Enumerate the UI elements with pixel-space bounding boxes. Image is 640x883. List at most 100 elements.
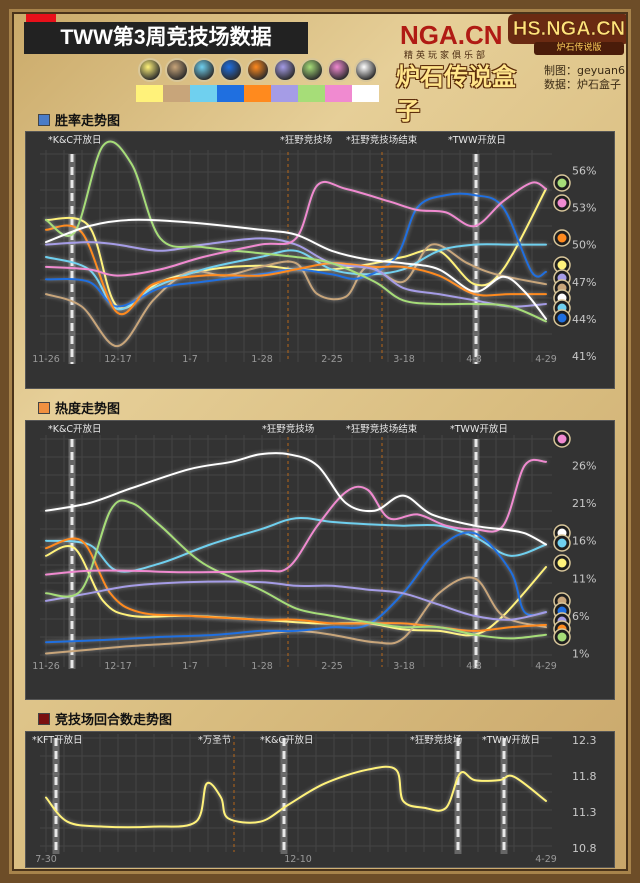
event-annotation: *K&C开放日: [260, 734, 314, 746]
y-tick-label: 11%: [572, 572, 596, 585]
series-line: [45, 516, 547, 573]
series-line: [45, 180, 547, 277]
y-tick-label: 53%: [572, 202, 596, 215]
rounds-chart: *KFT开放日 *万圣节 *K&C开放日 *狂野竞技场 *TWW开放日 7-30 12-10…: [32, 734, 597, 865]
event-annotation: *狂野竞技场: [410, 734, 462, 746]
credit-data-source: 数据：炉石盒子: [544, 78, 621, 91]
x-tick-label: 11-26: [32, 661, 60, 672]
popularity-section-label: 热度走势图: [55, 402, 121, 417]
x-tick-label: 12-10: [284, 854, 312, 865]
class-color-swatch: [244, 85, 271, 102]
nga-logo-subtitle: 精英玩家俱乐部: [404, 51, 489, 61]
class-color-swatch: [352, 85, 379, 102]
mage-class-icon: [557, 538, 567, 548]
rounds-section-title: 竞技场回合数走势图: [38, 713, 172, 729]
warlock-class-icon: [557, 434, 567, 444]
hs-nga-logo-subtitle: 炉石传说版: [534, 42, 624, 55]
class-color-swatch: [217, 85, 244, 102]
class-color-swatch: [298, 85, 325, 102]
series-line: [45, 458, 547, 576]
class-color-swatch: [136, 85, 163, 102]
warrior-class-icon: [354, 58, 378, 82]
y-tick-label: 47%: [572, 276, 596, 289]
x-tick-label: 2-25: [321, 354, 343, 365]
x-tick-label: 7-30: [35, 854, 57, 865]
series-line: [45, 499, 547, 640]
x-tick-label: 11-26: [32, 354, 60, 365]
grid: [40, 734, 552, 852]
y-tick-label: 41%: [572, 350, 596, 363]
y-tick-label: 10.8: [572, 842, 597, 855]
x-tick-label: 1-28: [251, 661, 273, 672]
hunter-class-icon: [165, 58, 189, 82]
series-line: [45, 224, 547, 316]
nga-logo: NGA.CN: [400, 20, 503, 50]
winrate-chart-panel: *K&C开放日 *狂野竞技场 *狂野竞技场结束 *TWW开放日 11-26 12-17 1-…: [25, 131, 615, 389]
event-annotation: *狂野竞技场结束: [346, 134, 418, 146]
x-tick-label: 12-17: [104, 354, 132, 365]
section-square-icon: [38, 402, 50, 414]
x-tick-label: 3-18: [393, 661, 415, 672]
page-title: TWW第3周竞技场数据: [24, 22, 308, 54]
credit-block: 制图：geyuan6 数据：炉石盒子: [544, 64, 625, 92]
warlock-class-icon: [557, 198, 567, 208]
event-annotation: *TWW开放日: [450, 423, 508, 435]
rounds-chart-panel: *KFT开放日 *万圣节 *K&C开放日 *狂野竞技场 *TWW开放日 7-30 12-10…: [25, 731, 615, 868]
series-line: [45, 580, 547, 621]
class-color-swatch: [190, 85, 217, 102]
paladin-class-icon: [219, 58, 243, 82]
event-annotation: *KFT开放日: [32, 734, 83, 746]
series-line: [45, 531, 547, 644]
class-color-swatch: [325, 85, 352, 102]
x-tick-label: 1-7: [182, 661, 198, 672]
shaman-class-icon: [557, 178, 567, 188]
y-tick-label: 50%: [572, 239, 596, 252]
y-tick-label: 16%: [572, 535, 596, 548]
event-annotation: *K&C开放日: [48, 134, 102, 146]
warlock-class-icon: [327, 58, 351, 82]
winrate-section-title: 胜率走势图: [38, 114, 120, 130]
winrate-chart: *K&C开放日 *狂野竞技场 *狂野竞技场结束 *TWW开放日 11-26 12-17 1-…: [32, 134, 596, 365]
y-tick-label: 44%: [572, 313, 596, 326]
x-tick-label: 4-29: [535, 661, 557, 672]
x-tick-label: 4-8: [466, 354, 482, 365]
class-color-swatch: [163, 85, 190, 102]
x-tick-label: 4-29: [535, 354, 557, 365]
event-annotation: *TWW开放日: [482, 734, 540, 746]
credit-maker: 制图：geyuan6: [544, 64, 625, 77]
section-square-icon: [38, 114, 50, 126]
y-tick-label: 26%: [572, 460, 596, 473]
series-line: [45, 243, 547, 348]
paladin-class-icon: [557, 313, 567, 323]
popularity-chart: *K&C开放日 *狂野竞技场 *狂野竞技场结束 *TWW开放日 11-26 12-17 1-…: [32, 423, 596, 672]
series-line: [45, 765, 547, 829]
druid-class-icon: [557, 558, 567, 568]
series-line: [45, 537, 547, 632]
priest-class-icon: [246, 58, 270, 82]
series-line: [45, 576, 547, 655]
class-legend: [136, 58, 388, 104]
x-tick-label: 2-25: [321, 661, 343, 672]
popularity-chart-panel: *K&C开放日 *狂野竞技场 *狂野竞技场结束 *TWW开放日 11-26 12-17 1-…: [25, 420, 615, 700]
series-line: [45, 218, 547, 320]
event-annotation: *TWW开放日: [448, 134, 506, 146]
series-line: [45, 237, 547, 308]
winrate-section-label: 胜率走势图: [55, 114, 121, 129]
section-square-icon: [38, 713, 50, 725]
y-tick-label: 12.3: [572, 734, 597, 747]
shaman-class-icon: [557, 632, 567, 642]
x-tick-label: 3-18: [393, 354, 415, 365]
event-annotation: *狂野竞技场: [262, 423, 314, 435]
series-line: [45, 452, 547, 546]
y-tick-label: 6%: [572, 610, 589, 623]
series-line: [45, 140, 547, 323]
hearthstone-box-logo: 炉石传说盒子: [396, 62, 516, 125]
y-tick-label: 11.8: [572, 770, 597, 783]
priest-class-icon: [557, 233, 567, 243]
y-tick-label: 1%: [572, 647, 589, 660]
y-tick-label: 21%: [572, 497, 596, 510]
rogue-class-icon: [273, 58, 297, 82]
mage-class-icon: [192, 58, 216, 82]
shaman-class-icon: [300, 58, 324, 82]
x-tick-label: 4-8: [466, 661, 482, 672]
